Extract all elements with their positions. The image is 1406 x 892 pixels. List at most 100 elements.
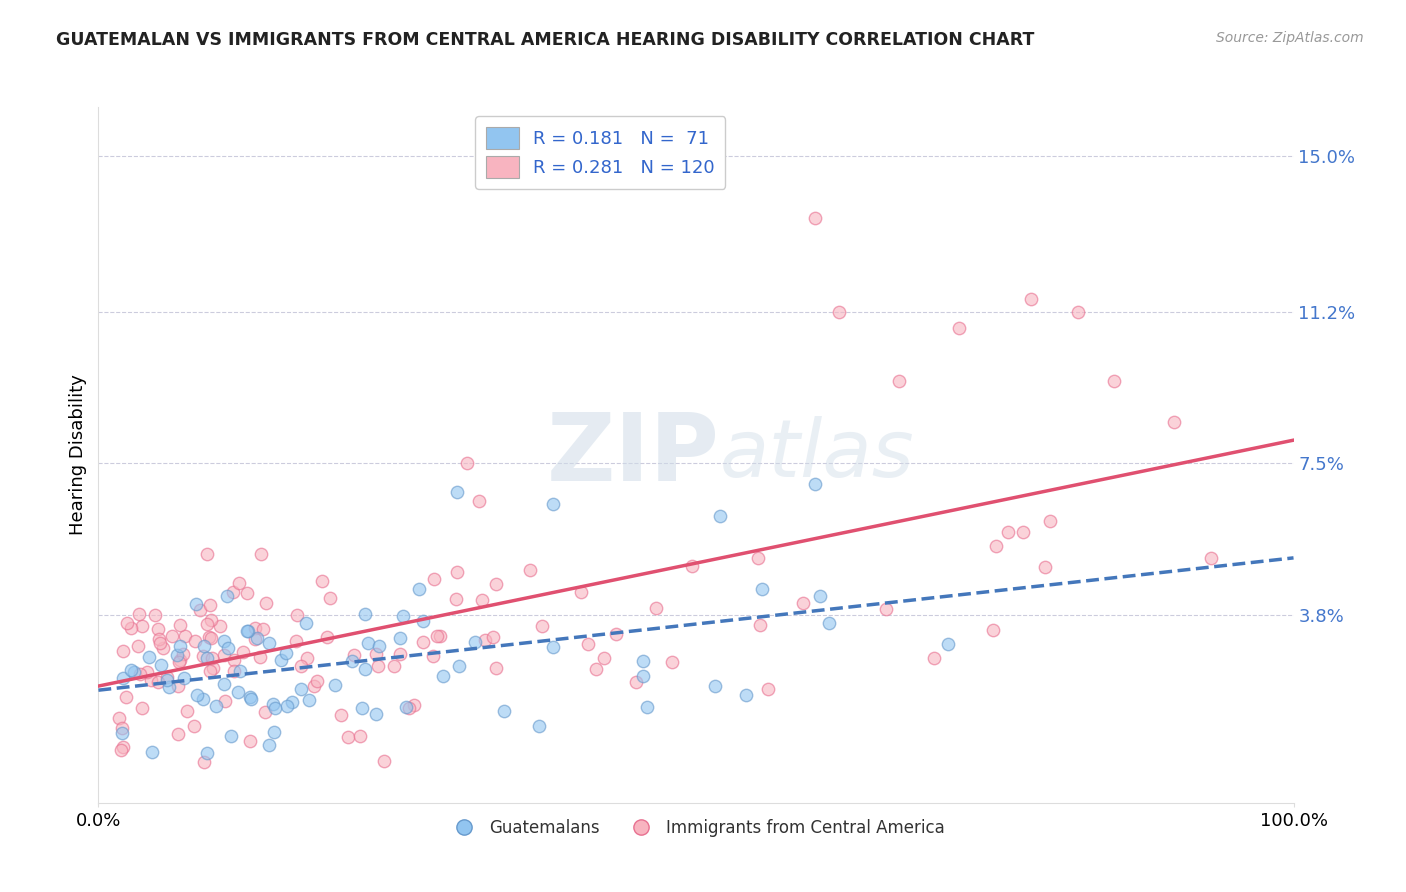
Point (138, 650, 160, 665)
Point (148, 632, 170, 647)
Text: atlas: atlas (720, 416, 915, 494)
Point (636, 700, 658, 714)
Point (792, 596, 814, 610)
Point (631, 654, 654, 668)
Point (631, 668, 654, 682)
Point (198, 598, 221, 612)
Point (426, 629, 449, 643)
Point (156, 670, 179, 684)
Point (818, 615, 841, 630)
Point (576, 637, 599, 651)
Point (388, 632, 411, 646)
Point (889, 374, 911, 388)
Point (131, 619, 153, 633)
Point (1019, 293, 1042, 307)
Point (191, 691, 214, 706)
Point (703, 679, 725, 693)
Point (228, 576, 250, 591)
Point (585, 662, 607, 676)
Point (263, 725, 285, 739)
Point (221, 729, 243, 743)
Point (485, 661, 508, 675)
Point (1163, 415, 1185, 429)
Point (747, 550, 769, 565)
Point (246, 632, 269, 646)
Point (984, 539, 1007, 553)
Point (541, 640, 564, 655)
Point (195, 616, 218, 631)
Point (120, 663, 142, 677)
Point (111, 721, 134, 735)
Point (404, 698, 426, 712)
Point (350, 700, 373, 714)
Point (198, 630, 221, 644)
Point (527, 719, 550, 733)
Point (828, 304, 851, 318)
Point (340, 654, 363, 668)
Point (367, 659, 389, 673)
Point (141, 673, 163, 687)
Point (474, 632, 496, 647)
Point (110, 743, 132, 757)
Point (467, 494, 489, 508)
Point (252, 622, 274, 636)
Point (166, 727, 188, 741)
Point (129, 667, 152, 681)
Point (183, 719, 205, 733)
Point (605, 626, 627, 640)
Point (257, 636, 280, 650)
Point (169, 618, 191, 632)
Point (432, 669, 454, 683)
Point (337, 730, 360, 744)
Point (191, 649, 214, 664)
Point (519, 563, 541, 577)
Point (200, 631, 222, 645)
Point (156, 673, 179, 687)
Point (290, 658, 312, 673)
Point (285, 634, 308, 648)
Point (748, 618, 770, 632)
Point (464, 635, 486, 649)
Point (111, 644, 134, 658)
Point (382, 658, 405, 673)
Point (357, 636, 380, 650)
Point (236, 624, 259, 639)
Point (353, 662, 375, 676)
Point (447, 658, 470, 673)
Point (143, 608, 166, 623)
Point (108, 711, 131, 725)
Point (195, 547, 218, 561)
Point (224, 664, 246, 678)
Point (167, 679, 190, 693)
Point (169, 640, 191, 654)
Point (734, 688, 756, 702)
Point (481, 630, 503, 644)
Point (250, 547, 273, 561)
Point (592, 651, 614, 665)
Point (152, 640, 174, 655)
Legend: Guatemalans, Immigrants from Central America: Guatemalans, Immigrants from Central Ame… (440, 812, 952, 843)
Point (446, 484, 468, 499)
Point (112, 739, 135, 754)
Point (149, 636, 172, 650)
Point (295, 651, 318, 665)
Point (166, 648, 188, 662)
Point (276, 699, 298, 714)
Point (808, 589, 831, 603)
Point (281, 695, 304, 709)
Point (412, 614, 434, 628)
Point (236, 586, 259, 600)
Point (226, 685, 249, 699)
Point (624, 674, 647, 689)
Point (323, 678, 346, 692)
Point (981, 623, 1004, 637)
Point (645, 601, 668, 615)
Point (541, 497, 564, 511)
Point (167, 655, 190, 669)
Point (135, 665, 157, 679)
Point (922, 651, 945, 665)
Point (263, 700, 285, 714)
Point (315, 630, 337, 644)
Point (307, 674, 329, 689)
Point (204, 699, 226, 714)
